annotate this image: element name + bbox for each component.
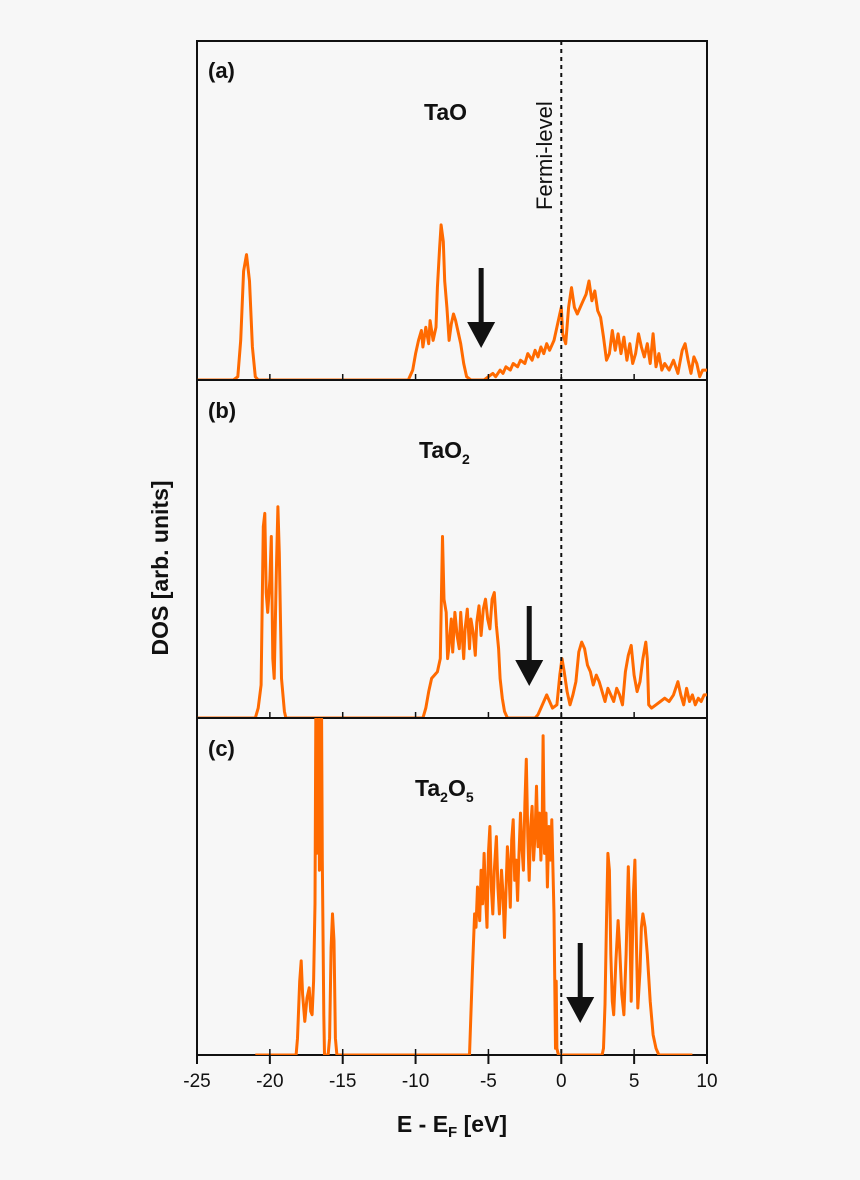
x-tick-label-0: -25 [183,1071,210,1092]
panel-2-compound: Ta2O5 [415,775,474,805]
y-axis-label: DOS [arb. units] [147,480,173,655]
panel-0-compound-part-0: TaO [424,99,467,125]
x-axis-label-subscript: F [448,1124,457,1141]
panel-0-gap-arrow-head [467,322,496,348]
panel-1-compound-part-1: 2 [462,451,470,467]
x-axis-label: E - EF [eV] [397,1111,507,1141]
panel-1-gap-arrow-head [515,660,544,686]
x-tick-label-7: 10 [696,1071,717,1092]
x-tick-label-3: -10 [402,1071,429,1092]
panel-2-compound-part-3: 5 [466,789,474,805]
x-tick-label-6: 5 [629,1071,640,1092]
panel-2-tag: (c) [208,736,235,761]
x-tick-label-4: -5 [480,1071,497,1092]
panel-0-dos-curve [197,223,707,380]
x-axis-label-unit: [eV] [457,1111,507,1137]
panel-0-tag: (a) [208,58,235,83]
fermi-level-label: Fermi-level [532,101,557,210]
panel-2-frame [196,717,708,1056]
panel-2-dos-curve [255,718,693,1055]
panel-0-compound: TaO [424,99,467,125]
x-tick-label-2: -15 [329,1071,356,1092]
panel-1-compound-part-0: TaO [419,437,462,463]
panel-1-dos-curve [197,505,707,718]
x-axis-label-main: E - E [397,1111,448,1137]
panel-2-compound-part-2: O [448,775,466,801]
x-tick-label-5: 0 [556,1071,567,1092]
panel-1-compound: TaO2 [419,437,470,467]
x-tick-label-1: -20 [256,1071,283,1092]
panel-2-gap-arrow-head [566,997,595,1023]
panel-2-compound-part-0: Ta [415,775,440,801]
panel-1-tag: (b) [208,398,236,423]
panel-2-compound-part-1: 2 [440,789,448,805]
